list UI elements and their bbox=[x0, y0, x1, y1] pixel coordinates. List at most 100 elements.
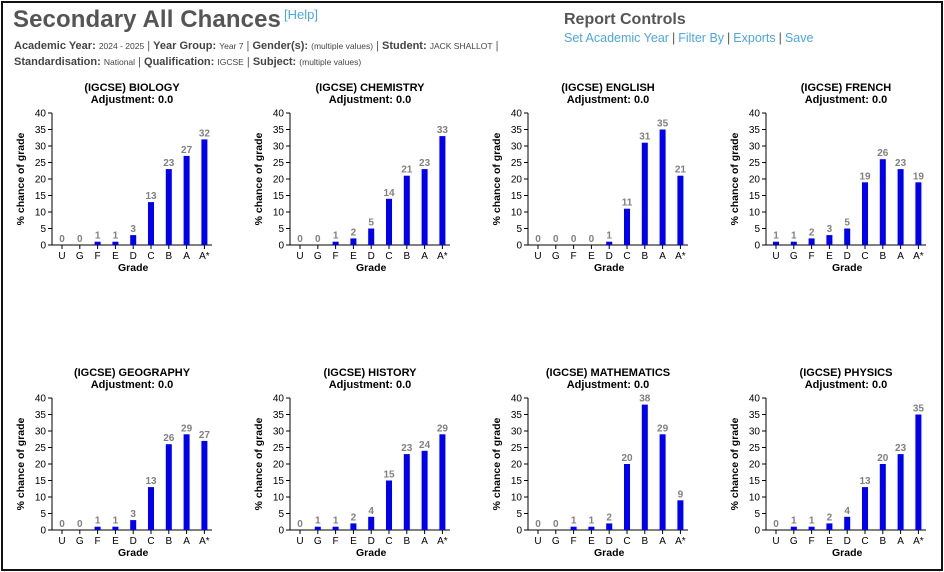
x-tick-label: C bbox=[623, 536, 630, 547]
bar-c bbox=[624, 208, 630, 245]
data-label: 1 bbox=[809, 516, 815, 527]
bar-a bbox=[183, 155, 190, 245]
save-link[interactable]: Save bbox=[784, 31, 814, 45]
data-label: 1 bbox=[333, 231, 339, 242]
y-axis-label: % chance of grade bbox=[15, 132, 27, 225]
x-tick-label: E bbox=[588, 536, 595, 547]
x-tick-label: C bbox=[385, 536, 392, 547]
separator: | bbox=[246, 40, 250, 52]
x-tick-label: F bbox=[95, 536, 101, 547]
x-tick-label: A* bbox=[913, 536, 924, 547]
x-tick-label: G bbox=[314, 251, 322, 262]
bar-a-star bbox=[915, 182, 922, 245]
data-label: 1 bbox=[606, 231, 612, 242]
chart-title: (IGCSE) BIOLOGY bbox=[84, 82, 180, 94]
data-label: 0 bbox=[553, 234, 559, 245]
chart-subtitle: Adjustment: 0.0 bbox=[567, 94, 650, 106]
data-label: 24 bbox=[419, 440, 431, 451]
data-label: 32 bbox=[199, 128, 211, 139]
data-label: 1 bbox=[571, 516, 577, 527]
bar-c bbox=[386, 198, 392, 245]
y-tick-label: 25 bbox=[511, 443, 523, 454]
y-tick-label: 40 bbox=[749, 109, 761, 120]
chart-subtitle: Adjustment: 0.0 bbox=[805, 94, 888, 106]
y-tick-label: 10 bbox=[35, 493, 47, 504]
y-tick-label: 30 bbox=[511, 427, 523, 438]
bar-c bbox=[386, 480, 392, 530]
data-label: 0 bbox=[297, 519, 303, 530]
y-tick-label: 25 bbox=[511, 158, 523, 169]
x-tick-label: A bbox=[421, 536, 428, 547]
x-tick-label: A bbox=[421, 251, 428, 262]
x-tick-label: B bbox=[641, 536, 648, 547]
chart-subtitle: Adjustment: 0.0 bbox=[805, 379, 888, 391]
x-axis-label: Grade bbox=[594, 547, 625, 559]
x-tick-label: C bbox=[147, 251, 154, 262]
x-tick-label: U bbox=[296, 536, 303, 547]
bar-c bbox=[148, 487, 154, 530]
y-tick-label: 40 bbox=[35, 109, 47, 120]
y-tick-label: 40 bbox=[35, 394, 47, 405]
y-tick-label: 5 bbox=[754, 509, 760, 520]
bar-d bbox=[844, 228, 851, 245]
bar-a bbox=[897, 169, 904, 245]
y-tick-label: 5 bbox=[754, 224, 760, 235]
x-tick-label: B bbox=[165, 251, 172, 262]
data-label: 0 bbox=[315, 234, 321, 245]
bar-c bbox=[148, 202, 154, 245]
x-tick-label: A* bbox=[675, 251, 686, 262]
year-group-value: Year 7 bbox=[219, 41, 244, 51]
y-axis-label: % chance of grade bbox=[729, 417, 741, 510]
x-tick-label: U bbox=[772, 251, 779, 262]
x-tick-label: G bbox=[552, 536, 560, 547]
bar-c bbox=[862, 487, 868, 530]
separator: | bbox=[671, 31, 676, 45]
bar-e bbox=[350, 238, 357, 245]
data-label: 1 bbox=[773, 231, 779, 242]
data-label: 0 bbox=[535, 234, 541, 245]
bar-d bbox=[368, 228, 375, 245]
x-axis-label: Grade bbox=[832, 262, 863, 274]
bar-a bbox=[183, 434, 190, 530]
data-label: 21 bbox=[401, 165, 413, 176]
bar-e bbox=[350, 523, 357, 530]
x-tick-label: D bbox=[368, 251, 375, 262]
x-tick-label: F bbox=[809, 251, 815, 262]
exports-link[interactable]: Exports bbox=[733, 31, 776, 45]
bar-e bbox=[588, 526, 595, 530]
y-tick-label: 35 bbox=[511, 125, 523, 136]
data-label: 1 bbox=[113, 516, 119, 527]
x-tick-label: B bbox=[641, 251, 648, 262]
data-label: 1 bbox=[95, 516, 101, 527]
chart-title: (IGCSE) HISTORY bbox=[324, 367, 418, 379]
bar-a-star bbox=[439, 136, 446, 245]
y-axis-label: % chance of grade bbox=[491, 417, 503, 510]
bar-b bbox=[165, 169, 172, 245]
y-tick-label: 5 bbox=[278, 509, 284, 520]
data-label: 35 bbox=[913, 404, 925, 415]
filter-by-link[interactable]: Filter By bbox=[678, 31, 725, 45]
y-tick-label: 25 bbox=[35, 443, 47, 454]
data-label: 23 bbox=[895, 158, 907, 169]
report-controls-title: Report Controls bbox=[564, 11, 686, 28]
bar-f bbox=[808, 526, 815, 530]
y-tick-label: 25 bbox=[273, 158, 285, 169]
x-tick-label: F bbox=[95, 251, 101, 262]
y-tick-label: 35 bbox=[35, 125, 47, 136]
bar-e bbox=[826, 235, 833, 245]
data-label: 0 bbox=[297, 234, 303, 245]
y-tick-label: 10 bbox=[749, 493, 761, 504]
data-label: 13 bbox=[859, 476, 871, 487]
set-academic-year-link[interactable]: Set Academic Year bbox=[564, 31, 669, 45]
bar-d bbox=[606, 241, 613, 245]
bar-b bbox=[641, 404, 648, 530]
data-label: 1 bbox=[113, 231, 119, 242]
chart-title: (IGCSE) FRENCH bbox=[801, 82, 892, 94]
student-label: Student: bbox=[382, 40, 427, 52]
bar-f bbox=[332, 526, 339, 530]
help-link[interactable]: [Help] bbox=[283, 7, 318, 22]
